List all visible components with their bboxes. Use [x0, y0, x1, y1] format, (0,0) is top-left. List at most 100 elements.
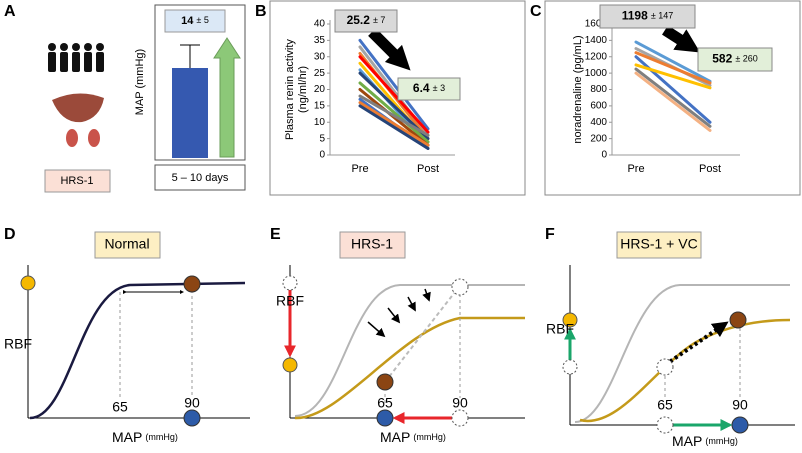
- tick-label: 90: [184, 395, 200, 411]
- tick-label: 65: [377, 395, 393, 411]
- marker: [282, 275, 298, 291]
- y-tick-label: 5: [319, 133, 325, 144]
- annotation: 6.4 ± 3: [413, 81, 445, 95]
- bar: [172, 68, 208, 158]
- title-box: [94, 231, 161, 259]
- people-icon: [48, 43, 104, 72]
- marker: [282, 357, 298, 373]
- annotation-mean: 582: [712, 52, 732, 66]
- x-axis-label: MAP (mmHg): [380, 429, 446, 445]
- badge-text: 14 ± 5: [181, 15, 209, 27]
- y-tick-label: 40: [314, 19, 326, 30]
- series-line: [634, 40, 712, 83]
- tick-label: 90: [732, 397, 748, 413]
- marker: [20, 275, 36, 291]
- x-unit: (mmHg): [413, 432, 446, 442]
- annotation-box: [334, 9, 398, 33]
- x-tick-label: Post: [417, 163, 439, 175]
- y-axis-label: RBF: [4, 336, 32, 352]
- panel-label: D: [4, 226, 16, 243]
- condition-label: HRS-1: [60, 175, 93, 187]
- badge: [164, 9, 226, 33]
- series-line: [358, 55, 430, 134]
- x-tick-label: Pre: [627, 163, 644, 175]
- y-tick-label: 200: [590, 133, 607, 144]
- marker: [562, 359, 578, 375]
- x-label: MAP: [112, 429, 142, 445]
- y-tick-label: 25: [314, 68, 326, 79]
- normal-curve: [574, 284, 790, 423]
- badge-mean: 14: [181, 15, 194, 27]
- series-line: [358, 101, 430, 147]
- y-tick-label: 15: [314, 101, 326, 112]
- annotation-sd: ± 260: [735, 54, 757, 64]
- annotation-sd: ± 7: [373, 15, 385, 25]
- panel-title: Normal: [104, 236, 149, 252]
- x-axis-label: MAP (mmHg): [672, 433, 738, 449]
- y-tick-label: 30: [314, 51, 326, 62]
- annotation-sd: ± 147: [651, 11, 673, 21]
- annotation: 1198 ± 147: [622, 9, 674, 23]
- y-tick-label: 1200: [585, 51, 608, 62]
- x-unit: (mmHg): [145, 432, 178, 442]
- tick-label: 90: [452, 395, 468, 411]
- annotation-box: [697, 47, 773, 72]
- panel-label: C: [530, 3, 542, 20]
- series-line: [358, 94, 430, 137]
- series-line: [358, 104, 430, 150]
- marker: [376, 373, 394, 391]
- y-tick-label: 0: [601, 150, 607, 161]
- x-label: MAP: [380, 429, 410, 445]
- title-box: [339, 231, 406, 259]
- marker: [729, 311, 747, 329]
- shifted-curve: [579, 318, 791, 423]
- trend-arrow: [662, 25, 701, 53]
- annotation-mean: 25.2: [347, 13, 371, 27]
- x-label: MAP: [672, 433, 702, 449]
- marker: [656, 358, 674, 376]
- x-axis-label: MAP (mmHg): [112, 429, 178, 445]
- series-line: [358, 81, 430, 144]
- condition-box: [44, 169, 111, 193]
- title-box: [616, 231, 702, 259]
- y-tick-label: 0: [319, 150, 325, 161]
- curve: [29, 281, 246, 420]
- x-tick-label: Post: [699, 163, 721, 175]
- y-axis-label: (ng/ml/hr): [297, 66, 309, 113]
- tick-label: 65: [657, 397, 673, 413]
- y-tick-label: 35: [314, 35, 326, 46]
- series-line: [634, 51, 712, 85]
- shift-line: [384, 291, 456, 383]
- series-line: [634, 67, 712, 128]
- marker: [183, 409, 201, 427]
- marker: [451, 278, 469, 296]
- increase-arrow: [213, 37, 241, 158]
- tick-label: 65: [112, 399, 128, 415]
- annotation-box: [397, 77, 461, 101]
- panel-label: E: [270, 226, 281, 243]
- marker: [451, 409, 469, 427]
- y-tick-label: 10: [314, 117, 326, 128]
- badge-sd: ± 5: [196, 15, 208, 25]
- kidney-icon: [88, 129, 100, 147]
- y-axis-label: noradrenaline (pg/mL): [572, 35, 584, 143]
- liver-icon: [52, 93, 104, 123]
- shifted-curve: [294, 316, 525, 420]
- y-tick-label: 800: [590, 84, 607, 95]
- duration-box: [154, 164, 246, 191]
- normal-curve: [294, 284, 525, 417]
- series-line: [634, 71, 712, 132]
- trend-arrow: [368, 28, 411, 71]
- y-tick-label: 1600: [585, 19, 608, 30]
- panel-title: HRS-1: [351, 236, 393, 252]
- x-tick-label: Pre: [351, 163, 368, 175]
- y-axis-label: RBF: [546, 321, 574, 337]
- marker: [183, 275, 201, 293]
- y-axis-label: MAP (mmHg): [134, 49, 146, 115]
- series-line: [634, 63, 712, 90]
- y-axis-label: Plasma renin activity: [284, 39, 296, 140]
- y-tick-label: 20: [314, 84, 326, 95]
- y-tick-label: 1400: [585, 35, 608, 46]
- panel-title: HRS-1 + VC: [620, 236, 697, 252]
